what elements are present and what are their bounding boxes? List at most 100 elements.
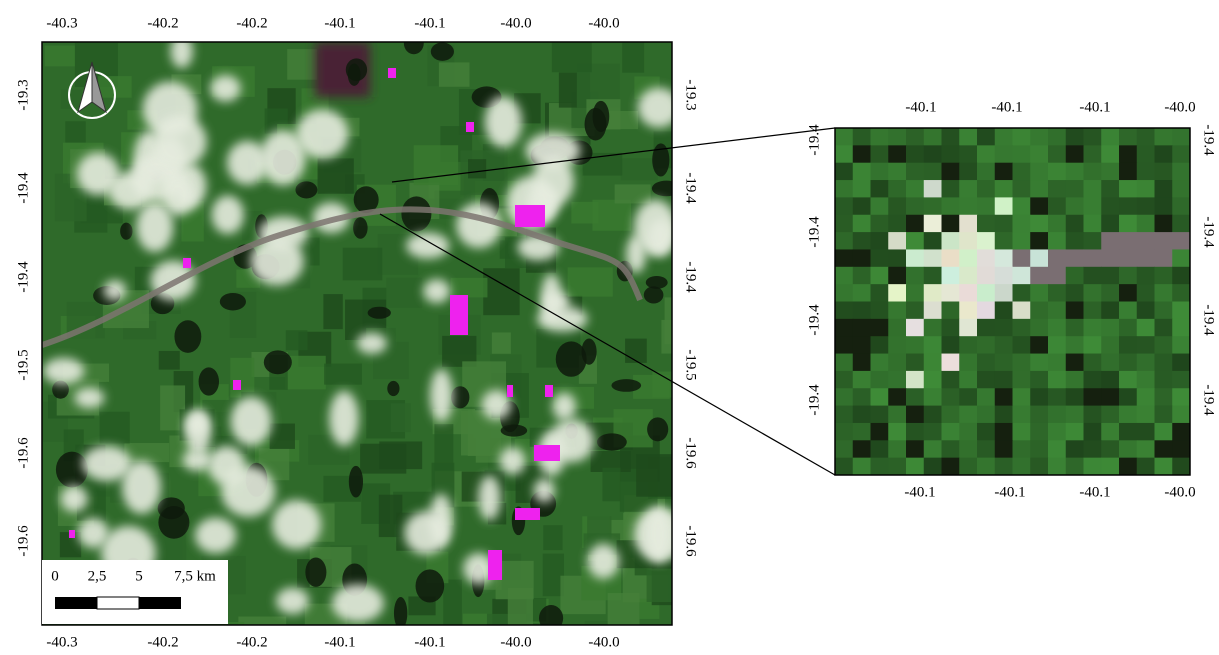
inset-pixel bbox=[977, 440, 995, 458]
inset-pixel bbox=[835, 423, 853, 441]
inset-pixel bbox=[853, 163, 871, 181]
pixel-patch bbox=[286, 330, 308, 350]
inset-pixel bbox=[1101, 284, 1119, 302]
inset-pixel bbox=[977, 423, 995, 441]
y-tick-label: -19.6 bbox=[683, 437, 699, 469]
inset-pixel bbox=[942, 319, 960, 337]
y-tick-label: -19.4 bbox=[1201, 124, 1217, 156]
inset-pixel bbox=[1048, 284, 1066, 302]
inset-pixel bbox=[942, 388, 960, 406]
inset-pixel bbox=[1013, 232, 1031, 250]
inset-pixel bbox=[1172, 180, 1190, 198]
inset-pixel bbox=[1155, 267, 1173, 285]
y-tick-label: -19.4 bbox=[806, 304, 822, 336]
inset-pixel bbox=[1013, 145, 1031, 163]
dark-patch bbox=[349, 466, 363, 498]
inset-pixel bbox=[1048, 215, 1066, 233]
inset-pixel bbox=[1137, 302, 1155, 320]
cloud-patch bbox=[645, 507, 671, 562]
inset-pixel bbox=[1101, 267, 1119, 285]
inset-pixel bbox=[924, 354, 942, 372]
pixel-patch bbox=[571, 202, 598, 224]
inset-pixel bbox=[853, 232, 871, 250]
inset-pixel bbox=[835, 163, 853, 181]
inset-pixel bbox=[1137, 249, 1155, 267]
dark-patch bbox=[581, 338, 596, 364]
inset-pixel bbox=[1155, 163, 1173, 181]
inset-pixel bbox=[1013, 180, 1031, 198]
inset-pixel bbox=[1048, 458, 1066, 476]
dark-patch bbox=[174, 320, 201, 353]
y-tick-label: -19.4 bbox=[1201, 304, 1217, 336]
x-tick-label: -40.1 bbox=[414, 15, 445, 31]
inset-pixel bbox=[906, 319, 924, 337]
inset-pixel bbox=[1137, 232, 1155, 250]
magenta-pixels bbox=[534, 445, 560, 461]
inset-pixel bbox=[1172, 458, 1190, 476]
inset-pixel bbox=[995, 215, 1013, 233]
scale-label: 5 bbox=[135, 568, 143, 584]
inset-pixel bbox=[1030, 302, 1048, 320]
inset-pixel bbox=[1119, 232, 1137, 250]
inset-pixel bbox=[1030, 197, 1048, 215]
inset-pixel bbox=[1013, 197, 1031, 215]
scale-seg bbox=[139, 597, 181, 609]
magenta-pixels bbox=[488, 550, 502, 580]
inset-pixel bbox=[1048, 319, 1066, 337]
inset-pixel bbox=[1048, 302, 1066, 320]
x-tick-label: -40.1 bbox=[1079, 484, 1110, 500]
inset-pixel bbox=[1084, 336, 1102, 354]
inset-pixel bbox=[888, 163, 906, 181]
x-tick-label: -40.2 bbox=[147, 15, 178, 31]
cloud-patch bbox=[541, 273, 562, 321]
inset-pixel bbox=[1172, 232, 1190, 250]
y-tick-label: -19.4 bbox=[1201, 216, 1217, 248]
inset-pixel bbox=[1013, 302, 1031, 320]
inset-pixel bbox=[871, 319, 889, 337]
inset-pixel bbox=[1030, 284, 1048, 302]
cloud-patch bbox=[456, 203, 501, 249]
inset-pixel bbox=[871, 423, 889, 441]
inset-pixel bbox=[924, 284, 942, 302]
inset-pixel bbox=[942, 371, 960, 389]
inset-pixel bbox=[959, 458, 977, 476]
inset-pixel bbox=[906, 145, 924, 163]
inset-pixel bbox=[959, 267, 977, 285]
inset-pixel bbox=[1013, 354, 1031, 372]
inset-pixel bbox=[1048, 197, 1066, 215]
x-tick-label: -40.3 bbox=[46, 634, 77, 650]
inset-pixel bbox=[1030, 423, 1048, 441]
inset-pixel bbox=[1172, 197, 1190, 215]
inset-pixel bbox=[1030, 354, 1048, 372]
inset-pixel bbox=[1066, 284, 1084, 302]
inset-pixel bbox=[1119, 319, 1137, 337]
inset-pixel bbox=[959, 406, 977, 424]
inset-pixel bbox=[1172, 215, 1190, 233]
dark-patch bbox=[611, 379, 641, 392]
inset-pixel bbox=[1172, 319, 1190, 337]
inset-pixel bbox=[871, 440, 889, 458]
inset-pixel bbox=[977, 267, 995, 285]
inset-pixel bbox=[1155, 215, 1173, 233]
inset-pixel bbox=[924, 163, 942, 181]
inset-pixel bbox=[1066, 215, 1084, 233]
inset-pixel bbox=[924, 371, 942, 389]
cloud-patch bbox=[430, 369, 453, 422]
inset-pixel bbox=[1084, 440, 1102, 458]
inset-pixel bbox=[1030, 440, 1048, 458]
pixel-patch bbox=[434, 424, 453, 470]
magenta-pixels bbox=[466, 122, 474, 132]
inset-pixel bbox=[888, 319, 906, 337]
dark-patch bbox=[353, 217, 367, 239]
cloud-patch bbox=[478, 475, 500, 520]
pixel-patch bbox=[483, 268, 519, 315]
inset-pixel bbox=[1155, 458, 1173, 476]
inset-pixel bbox=[1066, 440, 1084, 458]
cloud-patch bbox=[210, 75, 240, 102]
inset-pixel bbox=[1084, 388, 1102, 406]
x-tick-label: -40.1 bbox=[904, 484, 935, 500]
inset-pixel bbox=[977, 319, 995, 337]
inset-pixel bbox=[871, 336, 889, 354]
inset-pixel bbox=[977, 197, 995, 215]
y-tick-label: -19.4 bbox=[15, 261, 31, 293]
